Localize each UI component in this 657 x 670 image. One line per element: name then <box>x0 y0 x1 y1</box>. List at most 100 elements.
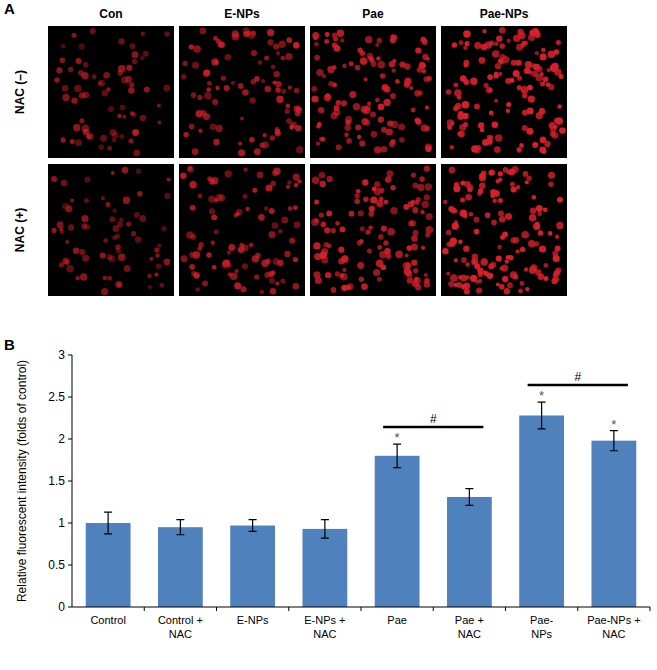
cell <box>507 39 511 43</box>
cell <box>554 118 559 123</box>
cell <box>90 28 96 34</box>
cell <box>111 171 115 175</box>
cell <box>103 238 108 243</box>
cell <box>278 229 282 233</box>
cell <box>103 276 107 280</box>
cell <box>355 193 360 198</box>
cell <box>413 230 419 236</box>
cell <box>485 42 492 49</box>
cell <box>204 70 211 77</box>
x-tick-label-line: Pae <box>387 614 407 626</box>
cell <box>460 180 465 185</box>
cell <box>499 27 506 34</box>
cell <box>181 74 186 79</box>
cell <box>288 86 292 90</box>
micrograph-background <box>441 26 567 158</box>
cell <box>425 143 432 150</box>
error-bar <box>538 402 546 429</box>
cell <box>356 189 361 194</box>
cell <box>293 42 299 48</box>
cell <box>98 81 102 85</box>
cell <box>68 67 73 72</box>
cell <box>492 198 497 203</box>
cell <box>525 287 529 291</box>
cell <box>317 122 322 127</box>
cell <box>206 87 211 92</box>
cell <box>474 229 480 235</box>
cell <box>287 180 292 185</box>
cell <box>493 190 500 197</box>
cell <box>376 200 383 207</box>
cell <box>365 36 372 43</box>
cell <box>556 222 563 229</box>
cell <box>314 55 320 61</box>
x-tick-label-line: NAC <box>458 628 481 640</box>
cell <box>422 69 426 73</box>
cell <box>364 77 368 81</box>
cell <box>70 199 74 203</box>
bar <box>519 415 564 607</box>
cell <box>87 133 94 140</box>
cell <box>532 142 538 148</box>
cell <box>413 268 418 273</box>
cell <box>210 124 217 131</box>
cell <box>290 122 297 129</box>
cell <box>254 274 259 279</box>
cell <box>294 221 301 228</box>
cell <box>66 265 74 273</box>
cell <box>491 220 497 226</box>
cell <box>489 111 494 116</box>
cell <box>359 239 364 244</box>
micrograph <box>48 26 174 158</box>
cell <box>349 211 355 217</box>
cell <box>376 260 384 268</box>
cell <box>461 257 467 263</box>
cell <box>286 185 290 189</box>
cell <box>353 103 360 110</box>
cell <box>452 42 458 48</box>
significance-bracket <box>528 384 628 387</box>
cell <box>189 181 196 188</box>
cell <box>459 40 464 45</box>
cell <box>355 65 361 71</box>
cell <box>211 241 215 245</box>
cell <box>458 240 462 244</box>
cell <box>499 266 504 271</box>
cell <box>209 208 215 214</box>
cell <box>189 264 195 270</box>
cell <box>425 126 430 131</box>
x-tick-label-line: NAC <box>602 628 625 640</box>
cell <box>425 106 429 110</box>
cell <box>75 276 79 280</box>
bar <box>591 441 636 607</box>
cell <box>555 235 559 239</box>
figure: AConE-NPsPaePae-NPsNAC (–)NAC (+)BRelati… <box>0 0 657 670</box>
cell <box>513 274 518 279</box>
cell <box>132 51 139 58</box>
cell <box>321 137 326 142</box>
cell <box>507 282 513 288</box>
cell <box>505 213 512 220</box>
cell <box>499 216 505 222</box>
cell <box>271 64 276 69</box>
cell <box>79 118 84 123</box>
x-tick <box>288 607 289 611</box>
cell <box>242 244 249 251</box>
cell <box>251 31 256 36</box>
x-tick-label-line: E-NPs <box>237 614 269 626</box>
cell <box>544 263 549 268</box>
cell <box>506 255 511 260</box>
cell <box>517 148 522 153</box>
bar <box>447 497 492 607</box>
cell <box>211 214 217 220</box>
cell <box>463 30 470 37</box>
cell <box>137 191 142 196</box>
cell <box>101 196 105 200</box>
cell <box>60 57 66 63</box>
cell <box>458 131 465 138</box>
cell <box>543 76 549 82</box>
cell <box>376 56 380 60</box>
cell <box>363 107 370 114</box>
cell <box>553 125 557 129</box>
cell <box>119 218 123 222</box>
